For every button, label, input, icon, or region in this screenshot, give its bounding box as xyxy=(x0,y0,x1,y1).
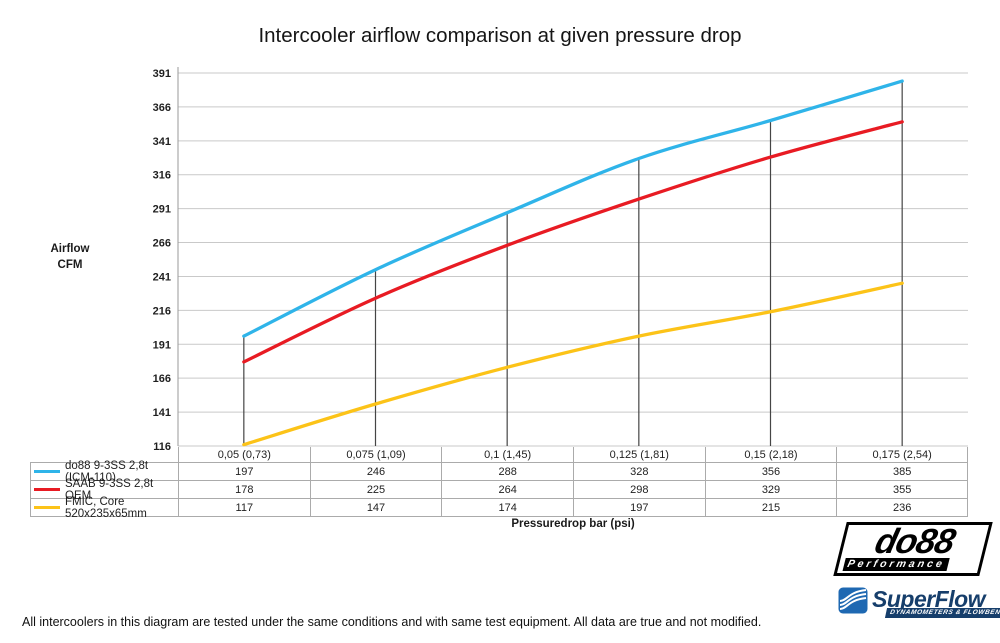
superflow-logo: SuperFlow DYNAMOMETERS & FLOWBENCHES xyxy=(838,587,1000,618)
footer-note: All intercoolers in this diagram are tes… xyxy=(22,615,762,629)
y-tick-label: 216 xyxy=(153,305,171,317)
superflow-waves-icon xyxy=(838,587,868,614)
table-value: 356 xyxy=(704,463,837,480)
do88-logo: do88 Performance xyxy=(833,522,993,576)
x-axis-title: Pressuredrop bar (psi) xyxy=(511,518,635,530)
table-value: 147 xyxy=(309,499,442,516)
legend-series-name: SAAB 9-3SS 2,8t OEM xyxy=(65,477,154,502)
table-value: 197 xyxy=(573,499,705,516)
y-tick-label: 291 xyxy=(153,204,171,216)
table-value: 298 xyxy=(573,481,705,498)
table-row: FMIC, Core 520x235x65mm 117 147 174 197 215 23… xyxy=(30,496,968,520)
table-value: 197 xyxy=(178,463,310,480)
legend-cell: FMIC, Core 520x235x65mm xyxy=(30,496,178,520)
y-tick-label: 316 xyxy=(153,170,171,182)
table-row: do88 9-3SS 2,8t (ICM-110) 197 246 288 328 356… xyxy=(30,460,968,484)
y-tick-label: 141 xyxy=(153,407,171,419)
table-value: 288 xyxy=(441,463,573,480)
table-value: 246 xyxy=(309,463,442,480)
table-header-row: 0,05 (0,73) 0,075 (1,09) 0,1 (1,45) 0,125 (… xyxy=(30,447,968,462)
superflow-logo-subtitle: DYNAMOMETERS & FLOWBENCHES xyxy=(884,608,1000,618)
legend-cell: SAAB 9-3SS 2,8t OEM xyxy=(30,478,178,502)
series-line-fmic xyxy=(242,281,904,447)
legend-swatch xyxy=(34,506,60,509)
x-category-label: 0,1 (1,45) xyxy=(441,447,573,462)
series-line-saab xyxy=(242,120,904,364)
table-value: 117 xyxy=(178,499,310,516)
do88-logo-subtitle: Performance xyxy=(842,558,950,571)
table-value: 355 xyxy=(836,481,968,498)
table-value: 328 xyxy=(573,463,705,480)
series-line-do88 xyxy=(242,79,904,338)
table-value: 178 xyxy=(178,481,310,498)
legend-swatch xyxy=(34,488,60,491)
chart-title: Intercooler airflow comparison at given … xyxy=(258,24,742,47)
y-tick-label: 166 xyxy=(153,373,171,385)
y-tick-label: 341 xyxy=(153,136,171,148)
y-axis-title: Airflow CFM xyxy=(28,241,112,273)
table-value: 329 xyxy=(704,481,837,498)
legend-cell: do88 9-3SS 2,8t (ICM-110) xyxy=(30,460,178,484)
x-category-label: 0,125 (1,81) xyxy=(573,447,705,462)
table-value: 174 xyxy=(441,499,573,516)
table-value: 236 xyxy=(836,499,968,516)
table-value: 385 xyxy=(836,463,968,480)
y-tick-label: 266 xyxy=(153,238,171,250)
legend-series-name: do88 9-3SS 2,8t (ICM-110) xyxy=(65,459,149,484)
table-value: 264 xyxy=(441,481,573,498)
legend-series-name: FMIC, Core 520x235x65mm xyxy=(65,495,147,520)
y-tick-label: 391 xyxy=(153,68,171,80)
table-row: SAAB 9-3SS 2,8t OEM 178 225 264 298 329 355 xyxy=(30,478,968,502)
do88-logo-text: do88 xyxy=(871,522,959,561)
y-axis-title-line1: Airflow xyxy=(50,243,90,255)
x-category-label: 0,05 (0,73) xyxy=(178,447,310,462)
y-tick-label: 241 xyxy=(153,271,171,283)
x-category-label: 0,175 (2,54) xyxy=(836,447,968,462)
y-axis-title-line2: CFM xyxy=(57,259,83,271)
y-tick-label: 366 xyxy=(153,102,171,114)
legend-swatch xyxy=(34,470,60,473)
superflow-logo-text: SuperFlow xyxy=(872,586,986,612)
x-category-label: 0,15 (2,18) xyxy=(704,447,837,462)
table-value: 225 xyxy=(309,481,442,498)
table-body: do88 9-3SS 2,8t (ICM-110) 197 246 288 328 356… xyxy=(30,460,968,520)
y-tick-label: 191 xyxy=(153,339,171,351)
x-category-label: 0,075 (1,09) xyxy=(309,447,442,462)
table-value: 215 xyxy=(704,499,837,516)
chart-data-table: 0,05 (0,73) 0,075 (1,09) 0,1 (1,45) 0,125 (… xyxy=(30,447,968,520)
